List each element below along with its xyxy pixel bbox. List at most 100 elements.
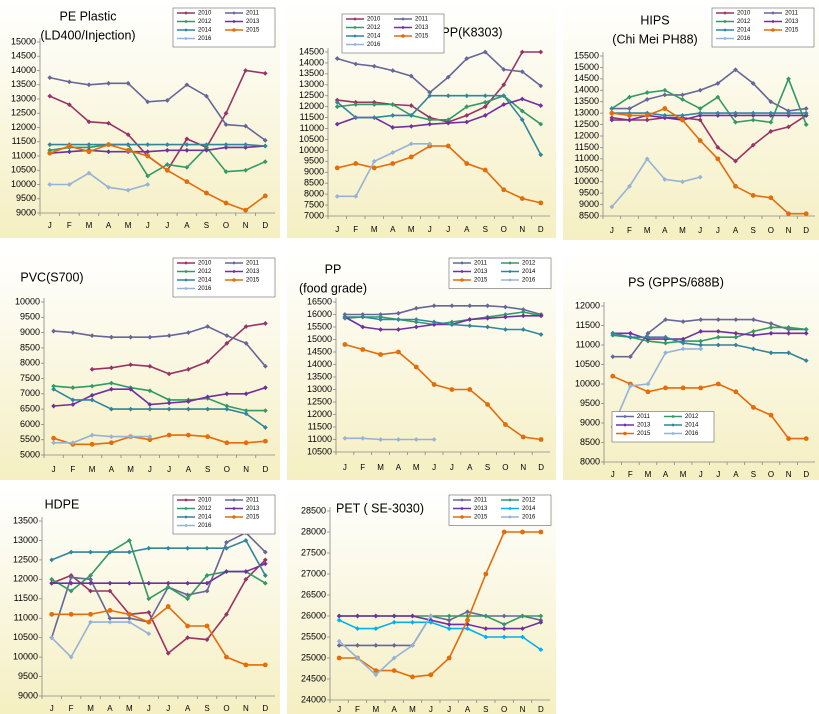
point [107, 619, 113, 625]
point [750, 142, 756, 148]
point [715, 381, 721, 387]
point [371, 165, 377, 171]
legend-item: 2016 [501, 515, 536, 521]
y-tick-label: 9500 [20, 312, 40, 322]
point [378, 437, 383, 442]
point [165, 545, 171, 551]
x-tick-label: J [698, 226, 702, 235]
point [66, 149, 72, 155]
legend-item: 2016 [177, 286, 212, 292]
point [355, 626, 360, 631]
point [70, 397, 76, 403]
point [446, 613, 452, 619]
point [680, 385, 686, 391]
point [262, 143, 268, 149]
point [106, 184, 111, 190]
legend-marker [232, 506, 236, 511]
y-tick-label: 27500 [301, 547, 326, 557]
legend-item: 2016 [501, 278, 536, 284]
point [378, 352, 383, 357]
x-tick-label: A [106, 221, 112, 230]
legend-label: 2012 [522, 261, 536, 267]
legend-label: 2016 [198, 36, 212, 42]
point [662, 87, 668, 93]
chart-title: (LD400/Injection) [40, 28, 135, 42]
point [145, 173, 151, 179]
point [106, 149, 111, 155]
point [355, 655, 360, 661]
point [106, 80, 111, 86]
y-tick-label: 15000 [307, 334, 332, 344]
point [520, 313, 526, 319]
point [627, 183, 632, 189]
point [185, 330, 191, 335]
point [224, 539, 229, 545]
legend-item: 2010 [716, 11, 751, 17]
point [391, 643, 397, 648]
y-tick-label: 10500 [299, 134, 324, 144]
point [503, 314, 508, 320]
x-tick-label: J [428, 225, 432, 234]
legend: 2011 2012 2013 2014 2015 2016 [448, 257, 552, 289]
point [520, 529, 525, 535]
point [51, 403, 57, 409]
point [662, 92, 668, 98]
point [373, 668, 379, 673]
legend-label: 2014 [522, 269, 536, 275]
point [86, 145, 92, 150]
x-tick-label: M [409, 705, 416, 714]
legend-item: 2011 [225, 261, 260, 267]
point [680, 336, 686, 342]
legend-item: 2013 [225, 269, 260, 275]
y-tick-label: 9000 [580, 417, 600, 427]
legend-item: 2015 [394, 34, 429, 40]
point [390, 68, 396, 73]
point [750, 110, 756, 116]
y-tick-label: 11000 [300, 123, 324, 133]
point [662, 106, 668, 111]
x-tick-label: O [501, 225, 507, 234]
series-line [53, 382, 266, 412]
point [680, 346, 686, 352]
point [431, 437, 437, 442]
point [107, 615, 113, 621]
point [482, 49, 488, 55]
legend-label: 2014 [737, 28, 751, 34]
x-tick-label: J [48, 221, 52, 230]
point [609, 110, 615, 116]
point [803, 358, 809, 363]
chart-title: (food grade) [299, 281, 367, 295]
x-tick-label: M [377, 463, 384, 472]
x-tick-label: M [644, 226, 651, 235]
legend-item: 2010 [177, 11, 212, 17]
legend-marker [401, 25, 405, 30]
legend-item: 2016 [716, 36, 751, 42]
x-tick-label: S [485, 463, 490, 472]
y-tick-label: 11500 [300, 112, 324, 122]
point [520, 626, 525, 631]
y-tick-label: 8500 [20, 342, 40, 352]
point [86, 119, 92, 125]
point [390, 161, 396, 166]
x-tick-label: O [768, 226, 774, 235]
point [66, 143, 72, 149]
point [51, 328, 57, 334]
point [165, 650, 171, 656]
point [88, 576, 93, 582]
point [224, 333, 230, 339]
point [786, 76, 791, 82]
x-tick-label: J [429, 705, 433, 714]
chart-title: PS (GPPS/688B) [628, 275, 724, 289]
legend-item: 2016 [177, 523, 212, 529]
legend-marker [232, 515, 236, 519]
legend-label: 2011 [415, 17, 429, 23]
point [503, 312, 508, 317]
x-tick-label: F [353, 225, 358, 234]
series-line [612, 332, 807, 362]
x-tick-label: A [733, 470, 739, 479]
point [164, 147, 170, 153]
legend-item: 2013 [764, 19, 799, 25]
series-line [338, 615, 432, 676]
y-tick-label: 10000 [13, 651, 38, 661]
point [698, 317, 704, 323]
